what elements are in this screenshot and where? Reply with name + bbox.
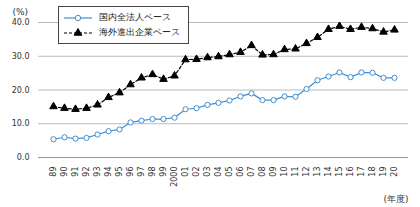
svg-text:90: 90 bbox=[60, 167, 69, 177]
svg-text:16: 16 bbox=[346, 167, 355, 177]
svg-text:14: 14 bbox=[324, 167, 333, 177]
svg-text:01: 01 bbox=[181, 167, 190, 177]
svg-text:17: 17 bbox=[357, 167, 366, 177]
svg-text:98: 98 bbox=[148, 167, 157, 177]
svg-text:06: 06 bbox=[236, 167, 245, 177]
svg-text:10: 10 bbox=[280, 167, 289, 177]
svg-text:93: 93 bbox=[93, 167, 102, 177]
svg-text:94: 94 bbox=[104, 167, 113, 177]
svg-text:11: 11 bbox=[291, 167, 300, 177]
svg-text:02: 02 bbox=[192, 167, 201, 177]
svg-text:96: 96 bbox=[126, 167, 135, 177]
svg-text:(年度): (年度) bbox=[383, 194, 408, 204]
svg-text:97: 97 bbox=[137, 167, 146, 177]
svg-text:91: 91 bbox=[71, 167, 80, 177]
svg-text:19: 19 bbox=[379, 167, 388, 177]
svg-text:40.0: 40.0 bbox=[12, 18, 30, 27]
svg-text:30.0: 30.0 bbox=[12, 52, 30, 61]
svg-text:(%): (%) bbox=[13, 7, 29, 17]
svg-text:92: 92 bbox=[82, 167, 91, 177]
svg-text:99: 99 bbox=[159, 167, 168, 177]
svg-text:89: 89 bbox=[49, 167, 58, 177]
svg-text:15: 15 bbox=[335, 167, 344, 177]
svg-text:05: 05 bbox=[225, 167, 234, 177]
svg-text:20.0: 20.0 bbox=[12, 86, 30, 95]
svg-text:2000: 2000 bbox=[170, 167, 179, 187]
html-text:国内全法人ベース: 国内全法人ベース bbox=[99, 12, 171, 22]
svg-text:04: 04 bbox=[214, 167, 223, 177]
svg-text:95: 95 bbox=[115, 167, 124, 177]
svg-text:18: 18 bbox=[368, 167, 377, 177]
svg-text:10.0: 10.0 bbox=[12, 119, 30, 128]
svg-text:03: 03 bbox=[203, 167, 212, 177]
svg-text:0.0: 0.0 bbox=[17, 153, 30, 162]
svg-text:09: 09 bbox=[269, 167, 278, 177]
svg-text:13: 13 bbox=[313, 167, 322, 177]
svg-text:20: 20 bbox=[390, 167, 399, 177]
svg-text:08: 08 bbox=[258, 167, 267, 177]
html-text:海外進出企業ベース: 海外進出企業ベース bbox=[99, 27, 180, 37]
svg-text:07: 07 bbox=[247, 167, 256, 177]
svg-text:12: 12 bbox=[302, 167, 311, 177]
